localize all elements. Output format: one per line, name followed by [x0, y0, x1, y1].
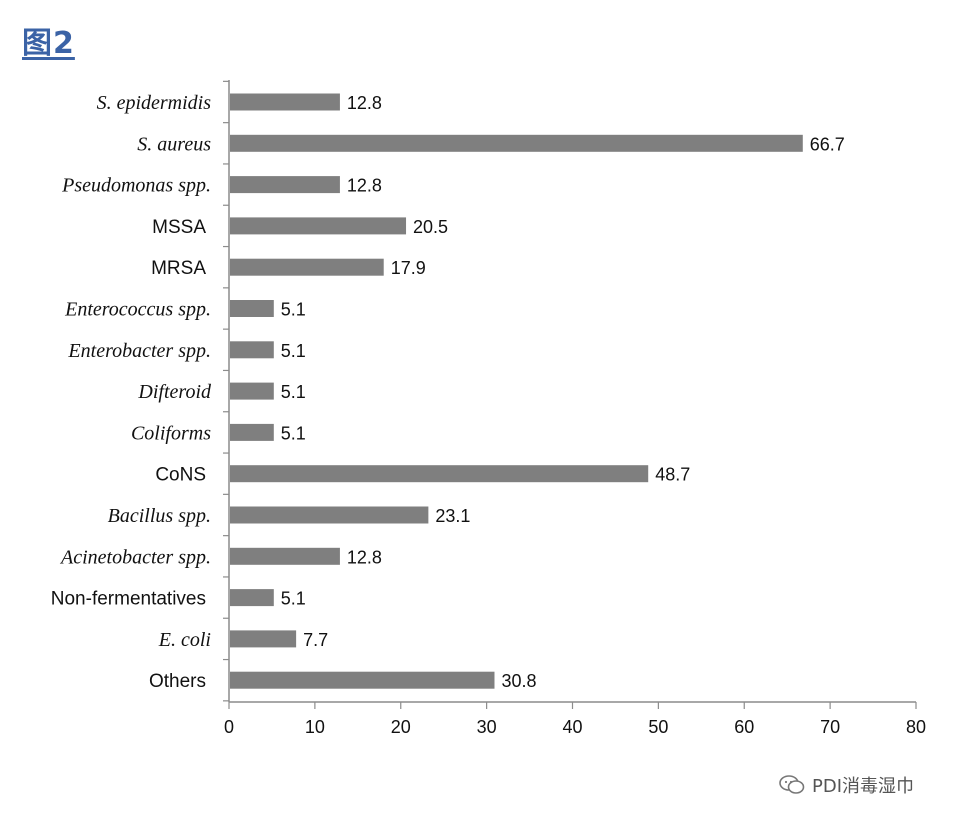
- data-label: 23.1: [435, 506, 470, 526]
- category-label: Coliforms: [131, 422, 211, 444]
- x-tick-label: 10: [305, 717, 325, 737]
- category-label: Others: [149, 671, 206, 692]
- x-tick-label: 50: [648, 717, 668, 737]
- data-label: 5.1: [281, 423, 306, 443]
- bar: [230, 382, 274, 400]
- data-label: 5.1: [281, 382, 306, 402]
- category-label: MRSA: [151, 258, 206, 279]
- bar: [230, 506, 429, 524]
- bar: [230, 423, 274, 441]
- x-tick-label: 70: [820, 717, 840, 737]
- data-label: 12.8: [347, 93, 382, 113]
- data-label: 5.1: [281, 300, 306, 320]
- data-label: 5.1: [281, 341, 306, 361]
- data-label: 5.1: [281, 589, 306, 609]
- data-label: 48.7: [655, 465, 690, 485]
- category-label: CoNS: [155, 465, 206, 486]
- bar: [230, 217, 407, 235]
- x-tick-label: 40: [562, 717, 582, 737]
- data-label: 17.9: [391, 258, 426, 278]
- data-label: 12.8: [347, 547, 382, 567]
- bar: [230, 93, 340, 111]
- bar: [230, 300, 274, 317]
- x-tick-label: 0: [224, 717, 234, 737]
- watermark-text: PDI消毒湿巾: [812, 776, 915, 797]
- x-tick-label: 60: [734, 717, 754, 737]
- bar: [230, 589, 274, 607]
- data-label: 66.7: [810, 134, 845, 154]
- category-label: S. epidermidis: [97, 92, 212, 114]
- bar: [230, 134, 803, 152]
- category-label: Enterococcus spp.: [64, 299, 211, 321]
- data-label: 30.8: [501, 671, 536, 691]
- category-label: E. coli: [158, 629, 211, 651]
- data-label: 12.8: [347, 176, 382, 196]
- wechat-icon: [778, 774, 806, 796]
- bar: [230, 465, 649, 483]
- data-label: 20.5: [413, 217, 448, 237]
- x-tick-label: 80: [906, 717, 926, 737]
- category-label: Non-fermentatives: [51, 589, 206, 610]
- category-label: MSSA: [152, 217, 206, 238]
- category-label: Bacillus spp.: [108, 505, 211, 527]
- bar: [230, 671, 495, 689]
- data-label: 7.7: [303, 630, 328, 650]
- bar: [230, 547, 340, 565]
- bar: [230, 341, 274, 359]
- bar: [230, 258, 384, 276]
- x-tick-label: 20: [391, 717, 411, 737]
- category-label: S. aureus: [137, 133, 211, 155]
- category-label: Pseudomonas spp.: [61, 175, 211, 197]
- x-tick-label: 30: [477, 717, 497, 737]
- bar: [230, 630, 297, 648]
- category-label: Difteroid: [137, 381, 212, 403]
- category-label: Acinetobacter spp.: [59, 546, 211, 568]
- watermark: PDI消毒湿巾: [778, 772, 914, 798]
- category-label: Enterobacter spp.: [67, 340, 211, 362]
- bar: [230, 176, 340, 194]
- figure-title: 图2: [22, 26, 75, 61]
